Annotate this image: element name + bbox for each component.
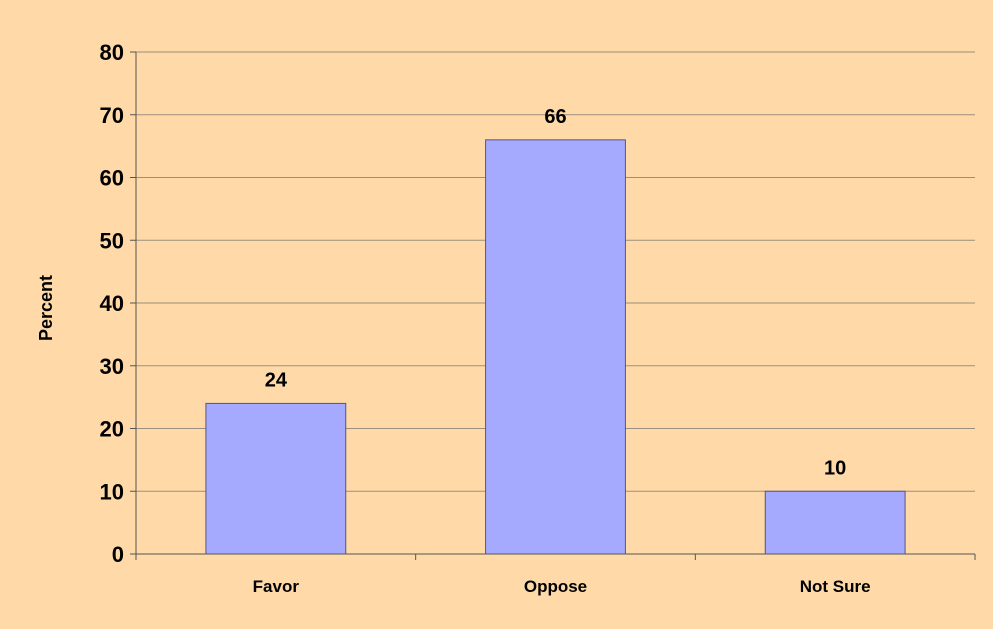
axes bbox=[130, 51, 976, 560]
y-tick-label: 20 bbox=[100, 417, 124, 442]
bar-oppose bbox=[485, 139, 626, 555]
data-label: 66 bbox=[544, 106, 566, 128]
y-tick-label: 80 bbox=[100, 40, 124, 65]
data-label: 10 bbox=[824, 457, 846, 479]
y-tick-label: 70 bbox=[100, 103, 124, 128]
y-axis-title: Percent bbox=[36, 275, 56, 341]
bar-favor bbox=[205, 402, 347, 555]
x-category-label: Favor bbox=[253, 577, 300, 596]
x-category-label: Oppose bbox=[524, 577, 587, 596]
y-tick-label: 50 bbox=[100, 228, 124, 253]
y-tick-label: 0 bbox=[112, 542, 124, 567]
x-category-label: Not Sure bbox=[800, 577, 871, 596]
bars bbox=[205, 139, 906, 555]
y-tick-label: 60 bbox=[100, 166, 124, 191]
data-label: 24 bbox=[265, 369, 288, 391]
labels: 0 10 20 30 40 50 60 70 80 24 Favor 66 Oppose 10 Not Su… bbox=[100, 40, 871, 596]
y-tick-label: 30 bbox=[100, 354, 124, 379]
y-tick-label: 40 bbox=[100, 291, 124, 316]
y-tick-label: 10 bbox=[100, 479, 124, 504]
bar-not-sure bbox=[764, 490, 906, 555]
